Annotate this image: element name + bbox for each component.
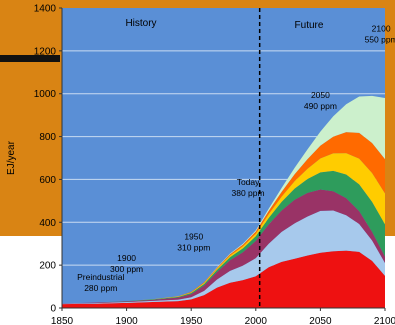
series-area-2 (62, 210, 385, 305)
x-tick-label-2100: 2100 (374, 316, 395, 325)
annotation-5: 2050 490 ppm (304, 90, 337, 111)
annotation-line: 550 ppm (365, 35, 395, 45)
y-tick-label-0: 0 (50, 304, 56, 315)
annotation-line: 1900 (117, 253, 136, 263)
annotation-line: 380 ppm (232, 188, 265, 198)
black-bar (0, 55, 60, 62)
annotation-line: 2050 (311, 90, 330, 100)
y-tick-label-800: 800 (39, 132, 56, 143)
x-tick-label-2050: 2050 (309, 316, 332, 325)
annotation-4: Today 380 ppm (232, 177, 265, 198)
series-area-3 (62, 189, 385, 304)
y-tick-label-1400: 1400 (34, 4, 57, 15)
y-tick-label-400: 400 (39, 218, 56, 229)
chart-labels: EJ/year History Future Preindustrial 280 ppm… (6, 18, 395, 293)
region-label-history: History (125, 18, 156, 29)
x-tick-label-1850: 1850 (51, 316, 74, 325)
series-area-6 (62, 132, 385, 304)
x-tick-label-2000: 2000 (245, 316, 268, 325)
region-label-future: Future (295, 20, 324, 31)
y-axis-label: EJ/year (6, 140, 17, 175)
x-tick-label-1950: 1950 (180, 316, 203, 325)
series-area-4 (62, 170, 385, 304)
annotation-line: Today (237, 177, 260, 187)
annotation-line: 280 ppm (84, 283, 117, 293)
y-tick-label-600: 600 (39, 175, 56, 186)
annotation-1: Preindustrial 280 ppm (77, 272, 124, 293)
annotation-line: 310 ppm (177, 242, 210, 252)
annotation-6: 2100 550 ppm (365, 24, 395, 45)
axes: 0 200 400 600 800 1000 1200 1400 1850 1900 1950 200… (34, 4, 395, 325)
series-area-1 (62, 250, 385, 308)
annotation-line: 2100 (372, 24, 391, 34)
x-tick-label-1900: 1900 (115, 316, 138, 325)
y-tick-label-1000: 1000 (34, 89, 57, 100)
stacked-areas (62, 95, 385, 308)
annotation-3: 1950 310 ppm (177, 231, 210, 252)
annotation-line: 1950 (184, 231, 203, 241)
annotation-line: 490 ppm (304, 101, 337, 111)
annotation-line: 300 ppm (110, 264, 143, 274)
y-tick-label-200: 200 (39, 261, 56, 272)
y-tick-label-1200: 1200 (34, 46, 57, 57)
annotation-2: 1900 300 ppm (110, 253, 143, 274)
series-area-5 (62, 153, 385, 304)
annotation-line: Preindustrial (77, 272, 124, 282)
series-area-7 (62, 95, 385, 304)
